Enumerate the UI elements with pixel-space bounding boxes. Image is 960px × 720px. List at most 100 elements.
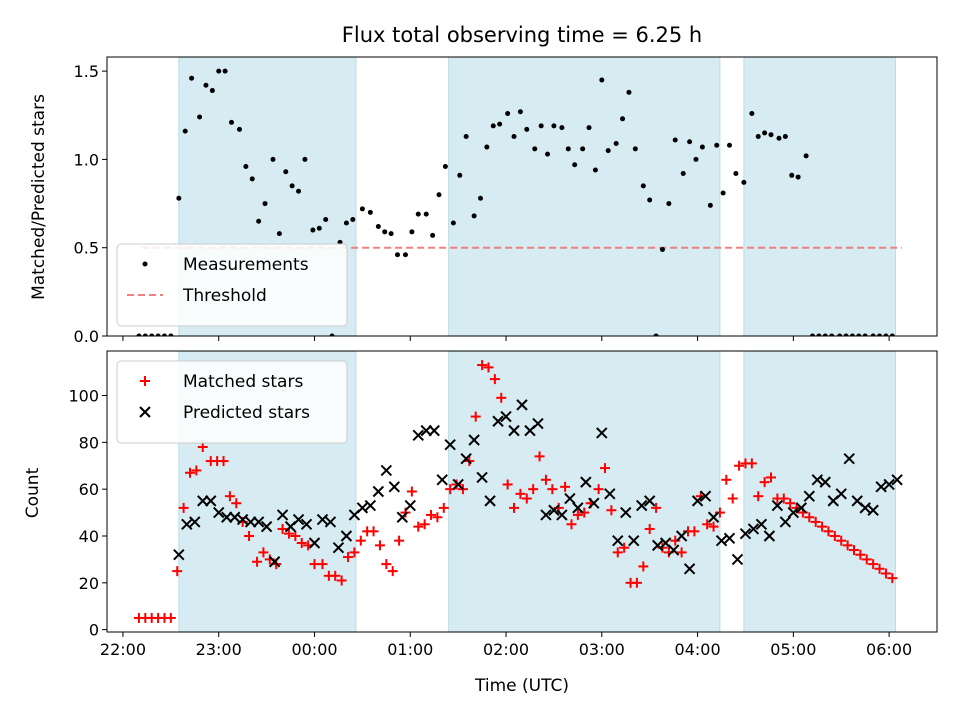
measurement-point — [816, 333, 822, 336]
measurement-point — [423, 211, 429, 217]
predicted-star-point — [228, 511, 241, 523]
measurement-point — [849, 333, 855, 336]
predicted-star-point — [859, 502, 871, 514]
measurement-point — [870, 333, 876, 336]
predicted-star-point — [388, 481, 401, 493]
measurement-point — [450, 220, 456, 226]
matched-star-point — [547, 484, 558, 495]
measurement-point — [262, 201, 268, 207]
predicted-star-point — [308, 537, 321, 549]
measurement-point — [216, 68, 222, 74]
measurement-point — [532, 146, 538, 152]
measurement-point — [302, 156, 308, 162]
matched-star-point — [791, 502, 802, 513]
matched-star-point — [612, 547, 623, 558]
measurement-point — [497, 121, 503, 127]
matched-star-point — [734, 460, 745, 471]
legend: Matched stars Predicted stars — [116, 360, 348, 444]
matched-star-point — [606, 505, 617, 516]
predicted-star-point — [332, 541, 345, 554]
predicted-star-point — [500, 410, 512, 423]
measurement-point — [843, 333, 849, 336]
matched-star-point — [413, 521, 424, 532]
x-axis-label: Time (UTC) — [474, 676, 569, 696]
measurement-point — [829, 333, 835, 336]
x-tick-label: 05:00 — [770, 640, 816, 659]
matched-star-point — [593, 484, 604, 495]
predicted-star-point — [643, 495, 656, 507]
measurement-point — [707, 202, 713, 208]
measurement-point — [877, 333, 883, 336]
legend-label: Threshold — [182, 286, 267, 306]
measurement-point — [580, 146, 586, 152]
x-tick-label: 02:00 — [483, 640, 529, 659]
measurement-point — [316, 225, 322, 231]
matched-star-point — [432, 512, 443, 523]
measurement-point — [471, 213, 477, 219]
measurement-point — [659, 246, 665, 252]
matched-star-point — [483, 362, 494, 373]
predicted-star-point — [795, 502, 808, 514]
measurement-point — [182, 128, 188, 134]
predicted-star-point — [396, 511, 408, 523]
measurement-point — [559, 125, 565, 131]
predicted-star-point — [572, 502, 584, 514]
measurement-point — [762, 130, 768, 136]
predicted-star-point — [580, 476, 592, 488]
y-tick-label: 1.5 — [74, 62, 99, 81]
measurement-point — [402, 252, 408, 258]
predicted-star-point — [867, 504, 879, 516]
matched-star-point — [355, 535, 366, 546]
matched-star-point — [244, 530, 255, 541]
predicted-star-point — [213, 506, 225, 519]
x-tick-label: 01:00 — [387, 640, 433, 659]
measurement-point — [640, 183, 646, 189]
measurement-point — [803, 153, 809, 159]
measurement-point — [490, 123, 496, 129]
predicted-star-point — [620, 506, 632, 519]
matched-star-point — [785, 498, 796, 509]
predicted-star-point — [412, 429, 424, 442]
measurement-point — [822, 333, 828, 336]
matched-star-point — [766, 472, 776, 483]
matched-star-point — [521, 493, 532, 504]
measurement-point — [789, 172, 795, 178]
predicted-star-point — [324, 516, 337, 528]
predicted-star-point — [819, 476, 831, 488]
predicted-star-point — [340, 530, 353, 542]
measurement-point — [720, 190, 726, 196]
measurement-point — [810, 333, 815, 336]
matched-star-point — [861, 554, 872, 565]
matched-star-point — [579, 507, 590, 518]
matched-star-point — [804, 512, 815, 523]
predicted-star-point — [452, 478, 464, 491]
measurement-point — [197, 114, 203, 120]
predicted-star-point — [811, 474, 823, 486]
matched-star-point — [746, 458, 757, 469]
predicted-star-point — [436, 474, 448, 486]
axes-frame — [106, 56, 938, 337]
matched-star-point — [218, 456, 229, 467]
matched-star-point — [670, 535, 681, 546]
x-tick-label: 04:00 — [675, 640, 721, 659]
matched-star-point — [172, 566, 183, 577]
predicted-star-point — [707, 511, 720, 523]
matched-star-point — [810, 516, 821, 527]
predicted-star-point — [468, 434, 480, 446]
predicted-star-point — [883, 478, 895, 491]
measurement-point — [395, 252, 400, 258]
legend-label: Measurements — [183, 255, 309, 275]
measurement-point — [142, 333, 148, 336]
matched-star-point — [702, 519, 713, 530]
predicted-star-point — [843, 453, 855, 465]
measurement-point — [837, 333, 843, 336]
measurement-point — [626, 89, 632, 95]
matched-star-point — [191, 465, 202, 476]
matched-star-point — [778, 493, 789, 504]
predicted-star-point — [612, 534, 624, 547]
y-tick-label: 20 — [79, 574, 99, 593]
matched-star-point — [689, 526, 700, 537]
measurement-point — [687, 139, 693, 145]
matched-star-point — [224, 491, 235, 502]
y-tick-label: 80 — [79, 433, 99, 452]
